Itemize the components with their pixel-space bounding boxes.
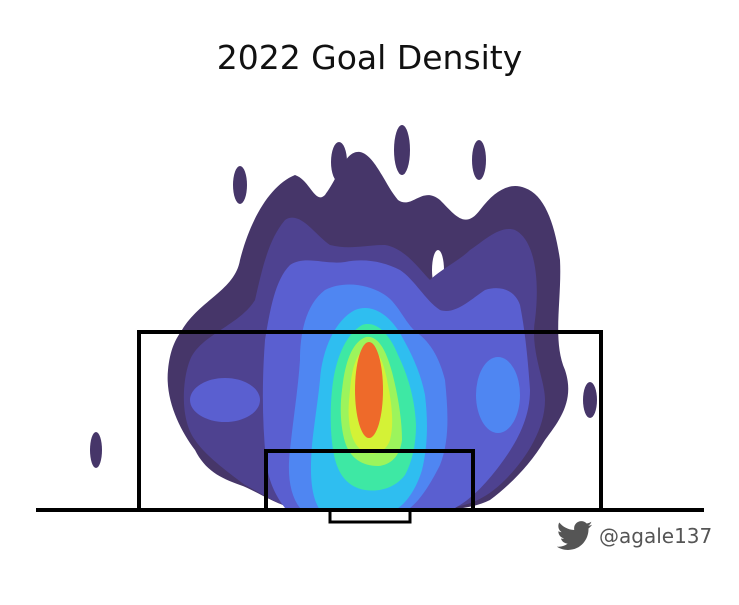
credit: @agale137 xyxy=(557,519,712,553)
density-spot xyxy=(190,378,260,422)
twitter-bird-icon xyxy=(557,521,593,550)
density-spot xyxy=(331,142,347,182)
credit-handle: @agale137 xyxy=(599,524,713,548)
density-level-9 xyxy=(355,342,383,438)
density-spot xyxy=(472,140,486,180)
pitch-markings xyxy=(36,330,704,524)
density-spot xyxy=(90,432,102,468)
chart-title: 2022 Goal Density xyxy=(216,38,523,77)
density-spot xyxy=(233,166,247,204)
density-spot xyxy=(476,357,520,433)
density-spot xyxy=(394,125,410,175)
goal xyxy=(328,508,412,524)
density-spot xyxy=(583,382,597,418)
